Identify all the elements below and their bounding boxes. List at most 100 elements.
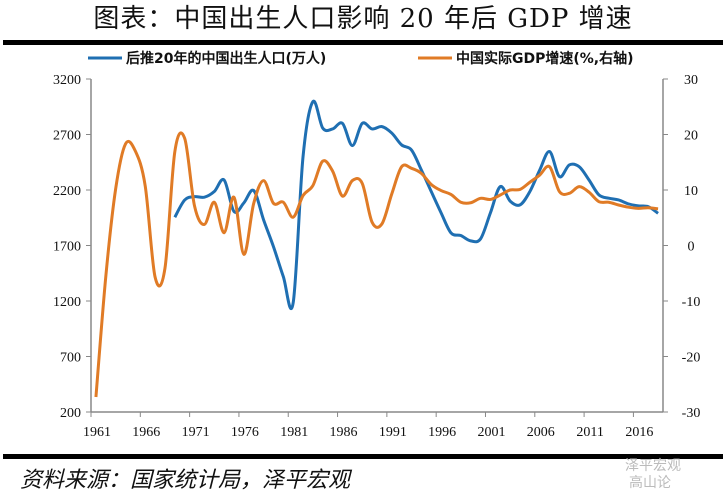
- data-point-births: [262, 218, 265, 221]
- x-tick-label: 1971: [182, 425, 210, 440]
- y-left-tick-label: 3200: [53, 73, 81, 88]
- legend-label-births: 后推20年的中国出生人口(万人): [126, 50, 326, 67]
- data-point-gdp: [509, 189, 512, 192]
- data-point-gdp: [173, 150, 176, 153]
- series-line-births: [173, 99, 659, 311]
- x-tick-label: 1981: [280, 425, 308, 440]
- data-point-births: [440, 211, 443, 214]
- data-point-gdp: [390, 192, 393, 195]
- data-point-births: [519, 203, 522, 206]
- data-point-births: [203, 196, 206, 199]
- legend: 后推20年的中国出生人口(万人) 中国实际GDP增速(%,右轴): [88, 50, 634, 67]
- data-point-gdp: [440, 189, 443, 192]
- data-point-births: [430, 190, 433, 193]
- data-point-gdp: [380, 222, 383, 225]
- chart-title: 图表：中国出生人口影响 20 年后 GDP 增速: [93, 4, 633, 34]
- data-point-births: [588, 179, 591, 182]
- y-right-tick-label: 0: [688, 240, 695, 255]
- data-point-gdp: [607, 201, 610, 204]
- data-point-births: [459, 234, 462, 237]
- data-point-births: [469, 239, 472, 242]
- data-point-gdp: [459, 201, 462, 204]
- y-left-tick-label: 2200: [53, 184, 81, 199]
- data-point-gdp: [627, 206, 630, 209]
- data-point-births: [400, 143, 403, 146]
- data-point-gdp: [341, 195, 344, 198]
- x-tick-label: 1976: [231, 425, 259, 440]
- data-point-gdp: [302, 194, 305, 197]
- data-point-gdp: [400, 165, 403, 168]
- data-point-births: [341, 122, 344, 125]
- x-tick-label: 2006: [527, 425, 555, 440]
- data-point-gdp: [144, 185, 147, 188]
- data-point-births: [183, 198, 186, 201]
- data-point-births: [233, 210, 236, 213]
- data-point-gdp: [519, 188, 522, 191]
- data-point-births: [607, 197, 610, 200]
- data-point-births: [538, 169, 541, 172]
- data-point-births: [597, 193, 600, 196]
- legend-label-gdp: 中国实际GDP增速(%,右轴): [456, 50, 634, 67]
- data-point-births: [282, 275, 285, 278]
- data-point-gdp: [489, 198, 492, 201]
- y-left-tick-label: 1700: [53, 240, 81, 255]
- data-point-gdp: [163, 267, 166, 270]
- x-tick-label: 1996: [428, 425, 456, 440]
- data-point-gdp: [124, 142, 127, 145]
- data-point-gdp: [597, 200, 600, 203]
- y-right-tick-label: -10: [682, 295, 701, 310]
- data-point-births: [627, 202, 630, 205]
- data-point-births: [568, 163, 571, 166]
- data-point-births: [361, 122, 364, 125]
- data-point-births: [321, 127, 324, 130]
- data-point-births: [213, 190, 216, 193]
- data-point-gdp: [430, 183, 433, 186]
- watermark-line-1: 泽平宏观: [625, 458, 681, 474]
- x-tick-label: 1986: [330, 425, 358, 440]
- data-point-births: [311, 100, 314, 103]
- data-point-births: [390, 132, 393, 135]
- chart: 后推20年的中国出生人口(万人) 中国实际GDP增速(%,右轴) 2007001…: [53, 50, 701, 440]
- x-tick-label: 1961: [83, 425, 111, 440]
- data-point-gdp: [193, 205, 196, 208]
- y-left-tick-label: 200: [60, 406, 81, 421]
- data-point-births: [242, 201, 245, 204]
- data-point-births: [331, 127, 334, 130]
- data-point-gdp: [558, 190, 561, 193]
- data-point-gdp: [252, 202, 255, 205]
- data-point-births: [449, 231, 452, 234]
- watermark-line-2: 高山论: [629, 475, 671, 491]
- data-point-births: [272, 245, 275, 248]
- y-right-tick-label: 30: [684, 73, 698, 88]
- data-point-births: [380, 125, 383, 128]
- data-point-births: [223, 179, 226, 182]
- data-point-births: [489, 211, 492, 214]
- y-left-tick-label: 1200: [53, 295, 81, 310]
- y-left-tick-label: 700: [60, 351, 81, 366]
- source-note: 资料来源：国家统计局，泽平宏观: [20, 468, 351, 493]
- data-point-gdp: [321, 160, 324, 163]
- top-rule: [3, 40, 723, 45]
- y-right-tick-label: 20: [684, 129, 698, 144]
- data-point-births: [548, 150, 551, 153]
- data-point-gdp: [114, 187, 117, 190]
- data-point-gdp: [213, 201, 216, 204]
- y-left-tick-label: 2700: [53, 129, 81, 144]
- data-point-gdp: [479, 197, 482, 200]
- data-point-gdp: [233, 196, 236, 199]
- data-point-gdp: [292, 216, 295, 219]
- data-point-gdp: [183, 137, 186, 140]
- data-point-births: [499, 185, 502, 188]
- watermark: 泽平宏观 高山论: [605, 458, 681, 492]
- data-point-gdp: [528, 181, 531, 184]
- data-point-gdp: [657, 207, 660, 210]
- x-tick-label: 1991: [379, 425, 407, 440]
- data-point-births: [173, 216, 176, 219]
- data-point-births: [479, 237, 482, 240]
- data-point-births: [657, 212, 660, 215]
- data-point-gdp: [272, 202, 275, 205]
- data-point-gdp: [647, 206, 650, 209]
- data-point-gdp: [223, 231, 226, 234]
- bottom-rule: [3, 454, 723, 459]
- data-point-gdp: [311, 184, 314, 187]
